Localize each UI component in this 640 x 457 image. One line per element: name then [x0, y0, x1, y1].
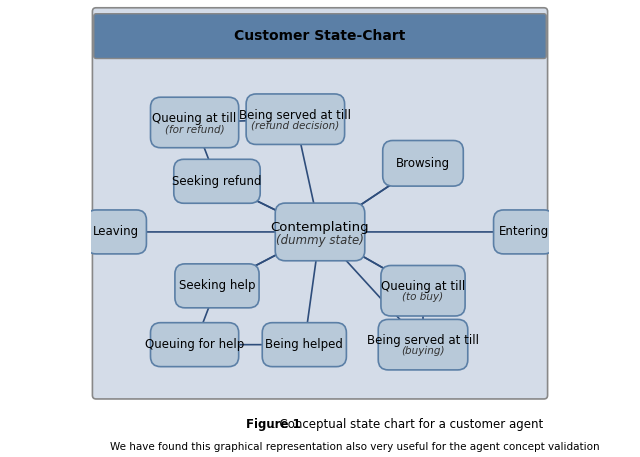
FancyBboxPatch shape — [262, 323, 346, 367]
Text: (buying): (buying) — [401, 346, 445, 356]
FancyBboxPatch shape — [86, 210, 147, 254]
Text: Entering: Entering — [499, 225, 549, 239]
FancyBboxPatch shape — [493, 210, 554, 254]
FancyBboxPatch shape — [175, 264, 259, 308]
Text: (refund decision): (refund decision) — [252, 121, 339, 131]
FancyBboxPatch shape — [174, 159, 260, 203]
FancyBboxPatch shape — [275, 203, 365, 261]
Text: Queuing at till: Queuing at till — [152, 112, 237, 125]
FancyBboxPatch shape — [246, 94, 344, 144]
Text: Seeking refund: Seeking refund — [172, 175, 262, 188]
FancyBboxPatch shape — [383, 140, 463, 186]
Text: Figure 1: Figure 1 — [246, 418, 301, 430]
Text: Queuing at till: Queuing at till — [381, 280, 465, 293]
Text: Leaving: Leaving — [93, 225, 140, 239]
Text: (to buy): (to buy) — [403, 292, 444, 303]
Text: Queuing for help: Queuing for help — [145, 338, 244, 351]
Text: Being served at till: Being served at till — [239, 109, 351, 122]
Text: We have found this graphical representation also very useful for the agent conce: We have found this graphical representat… — [110, 442, 600, 452]
FancyBboxPatch shape — [150, 97, 239, 148]
FancyBboxPatch shape — [94, 14, 546, 58]
Text: . Conceptual state chart for a customer agent: . Conceptual state chart for a customer … — [271, 418, 543, 430]
Text: Being helped: Being helped — [266, 338, 343, 351]
Text: (dummy state): (dummy state) — [276, 234, 364, 247]
Text: Being served at till: Being served at till — [367, 334, 479, 347]
Text: Customer State-Chart: Customer State-Chart — [234, 29, 406, 43]
FancyBboxPatch shape — [381, 266, 465, 316]
Text: Browsing: Browsing — [396, 157, 450, 170]
Text: Contemplating: Contemplating — [271, 221, 369, 234]
Text: (for refund): (for refund) — [164, 124, 225, 134]
FancyBboxPatch shape — [150, 323, 239, 367]
FancyBboxPatch shape — [92, 8, 548, 399]
FancyBboxPatch shape — [378, 319, 468, 370]
Text: Seeking help: Seeking help — [179, 279, 255, 292]
